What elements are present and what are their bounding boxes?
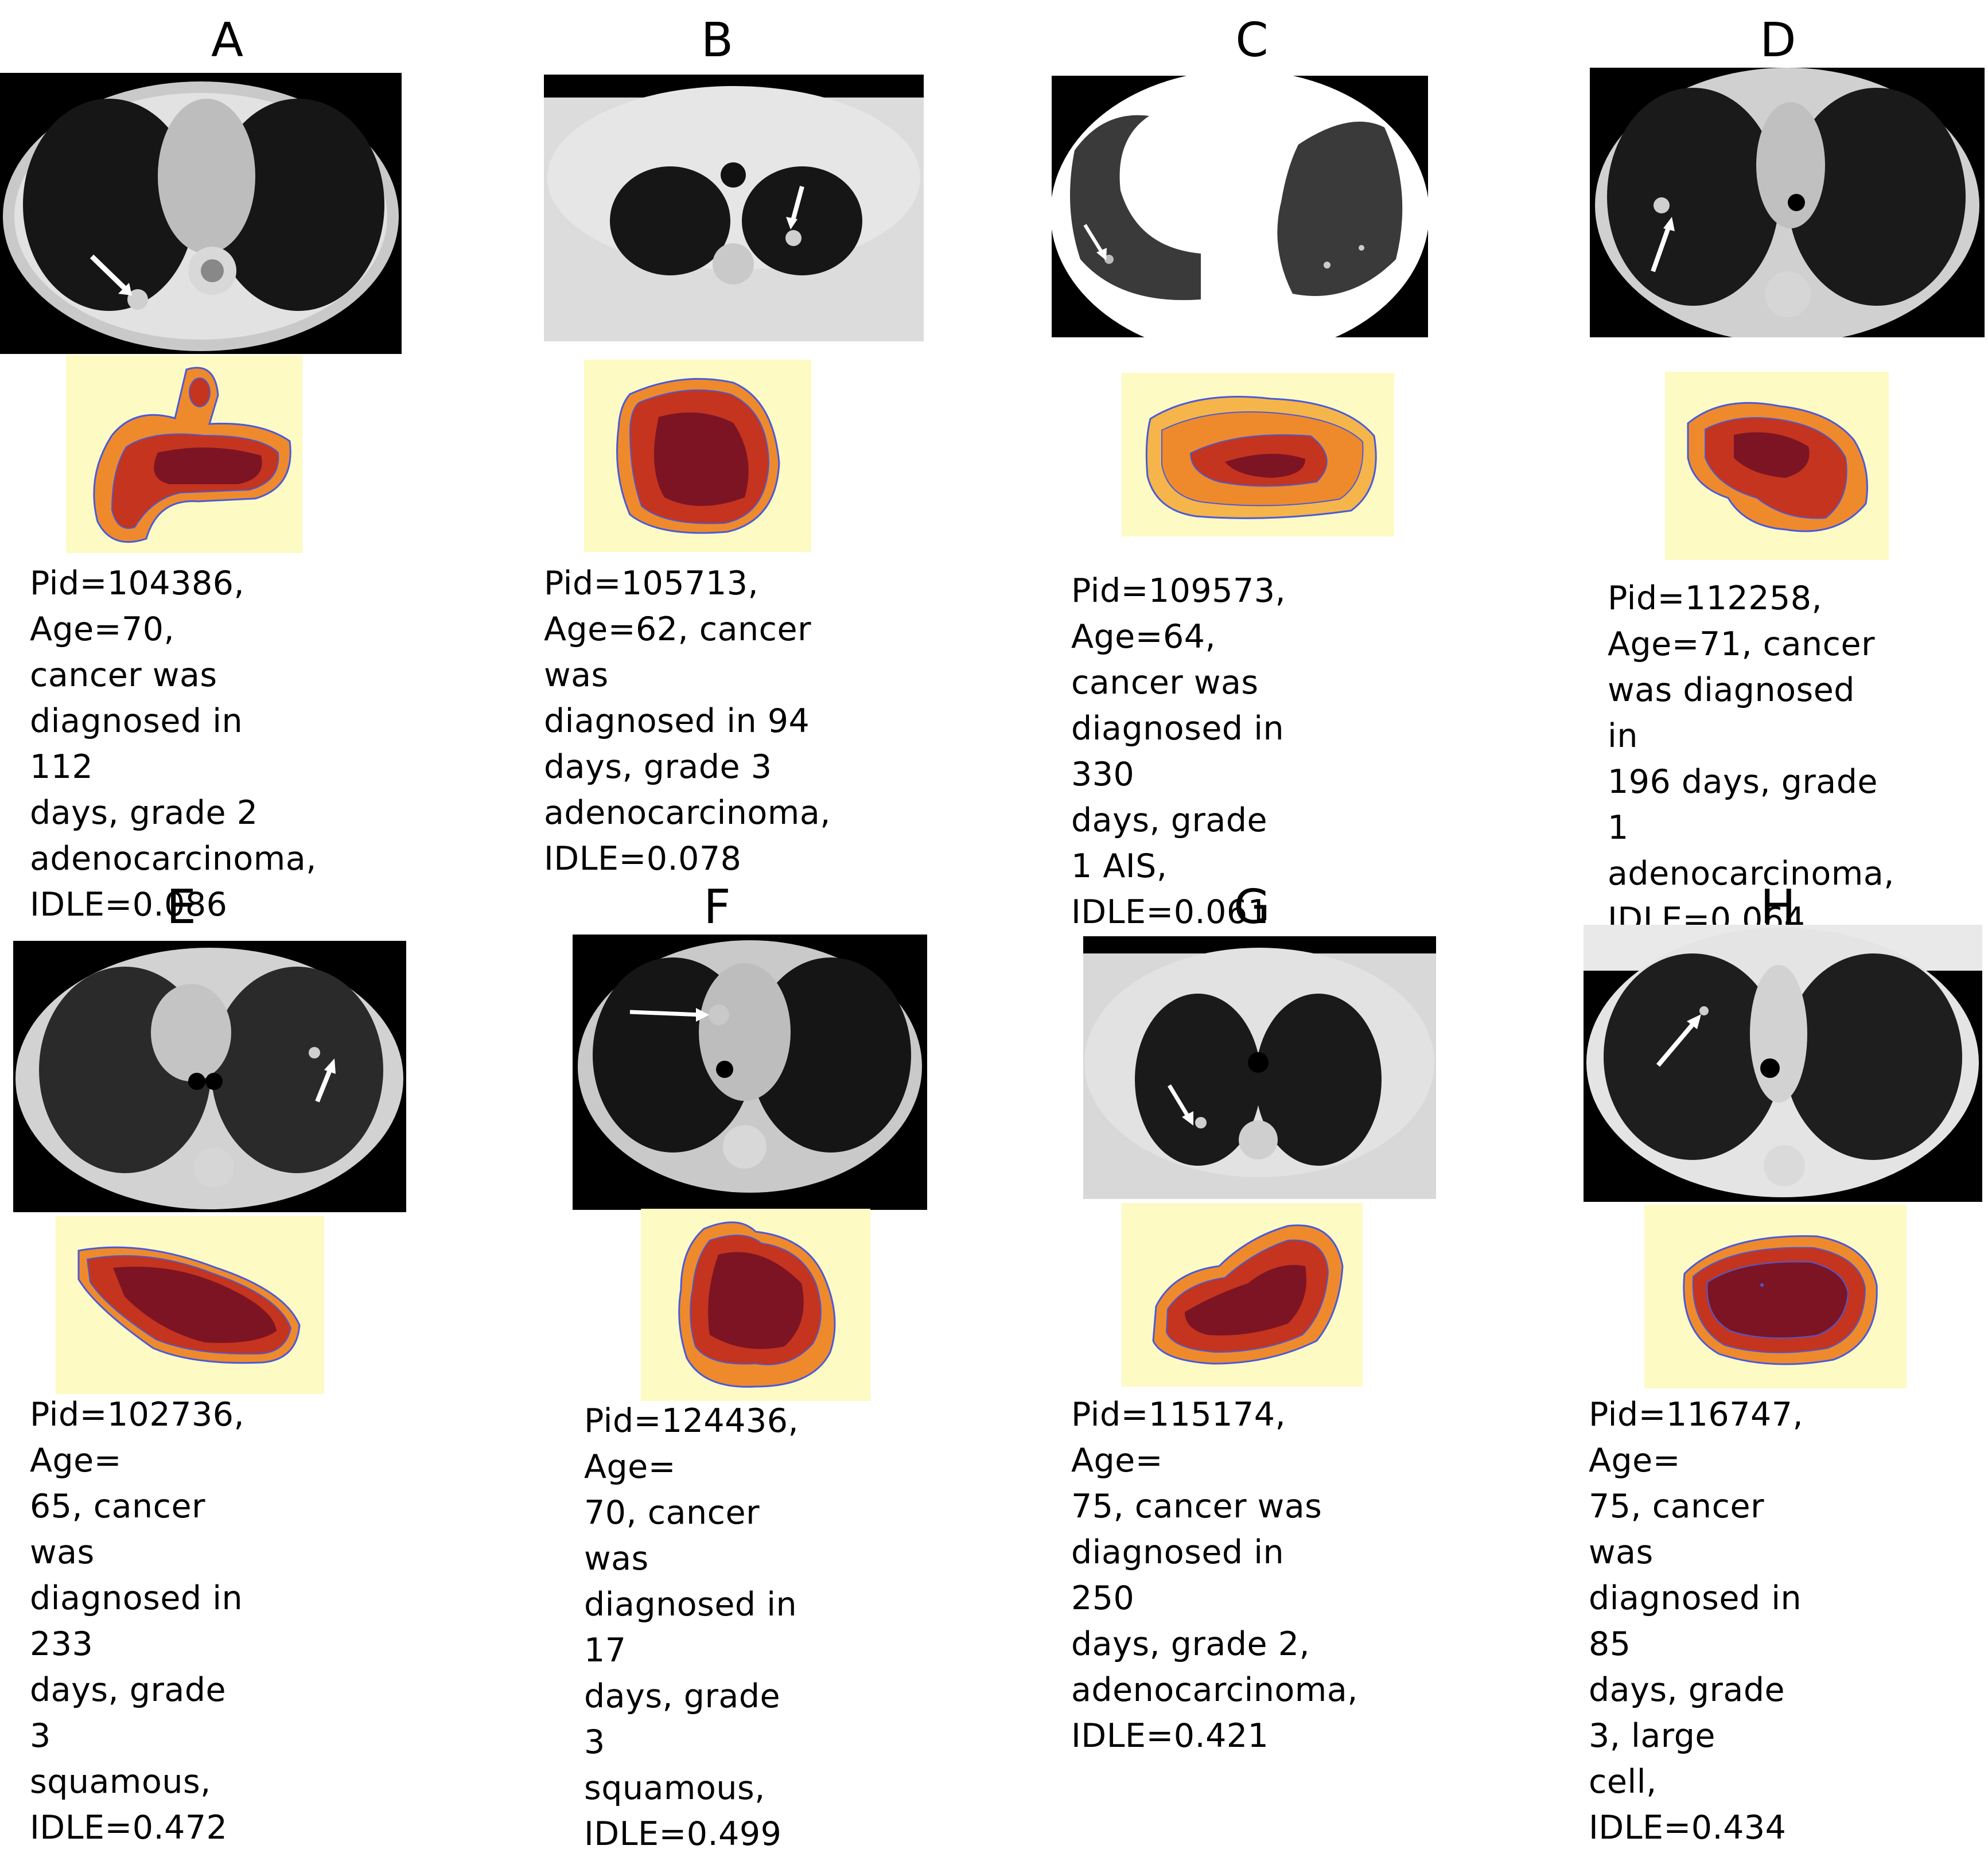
panel-label-b: B (701, 13, 734, 68)
ct-scan-image-c (1052, 76, 1428, 337)
ct-scan-image-h (1584, 925, 1982, 1202)
panel-label-h: H (1760, 880, 1796, 935)
nodule-heatmap-d (1665, 372, 1889, 560)
ct-scan-image-d (1590, 68, 1985, 337)
ct-scan-image-g (1083, 936, 1436, 1199)
panel-label-g: G (1234, 880, 1270, 935)
caption-d: Pid=112258, Age=71, cancer was diagnosed… (1608, 579, 1894, 939)
nodule-heatmap-h (1644, 1205, 1907, 1388)
ct-scan-image-e (13, 941, 406, 1212)
panel-label-c: C (1235, 13, 1269, 68)
panel-label-f: F (703, 880, 731, 935)
caption-e: Pid=102736, Age= 65, cancer was diagnose… (30, 1396, 245, 1847)
nodule-heatmap-f (641, 1209, 870, 1401)
panel-label-a: A (211, 13, 244, 68)
caption-h: Pid=116747, Age= 75, cancer was diagnose… (1589, 1396, 1804, 1847)
panel-label-e: E (166, 880, 196, 935)
caption-f: Pid=124436, Age= 70, cancer was diagnose… (584, 1402, 799, 1853)
caption-b: Pid=105713, Age=62, cancer was diagnosed… (544, 565, 831, 878)
nodule-heatmap-c (1122, 373, 1394, 536)
caption-a: Pid=104386, Age=70, cancer was diagnosed… (30, 565, 317, 924)
nodule-heatmap-e (56, 1216, 324, 1394)
panel-label-d: D (1760, 13, 1796, 68)
nodule-heatmap-a (66, 355, 302, 553)
caption-g: Pid=115174, Age= 75, cancer was diagnose… (1071, 1396, 1358, 1755)
ct-scan-image-b (544, 75, 924, 341)
nodule-heatmap-g (1122, 1203, 1363, 1387)
ct-scan-image-a (0, 73, 402, 354)
caption-c: Pid=109573, Age=64, cancer was diagnosed… (1071, 572, 1286, 931)
nodule-heatmap-b (584, 360, 811, 552)
ct-scan-image-f (573, 935, 927, 1210)
